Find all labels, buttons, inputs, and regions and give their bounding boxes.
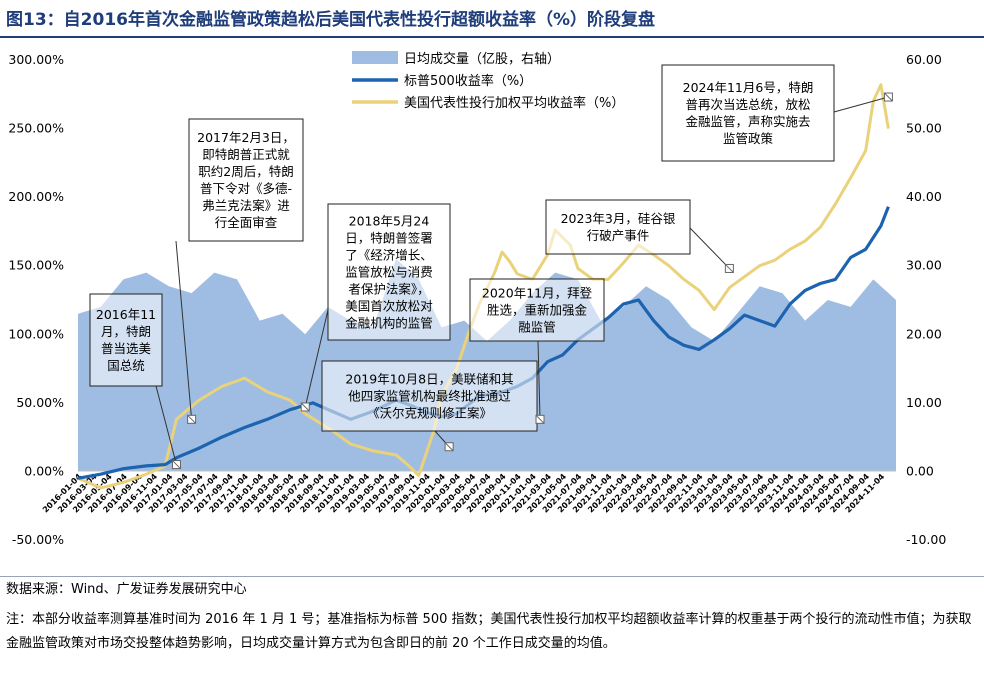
title-divider <box>0 36 984 38</box>
annotation-box <box>327 203 451 341</box>
annotation-marker-cross <box>187 414 196 424</box>
legend-ib-label: 美国代表性投行加权平均收益率（%） <box>404 95 624 111</box>
annotation-text: 弗兰克法案》进 <box>202 198 290 213</box>
annotation-leader <box>304 309 329 408</box>
right-axis-tick: 0.00 <box>906 463 934 478</box>
annotation-box <box>545 199 691 255</box>
annotation-text: 者保护法案》， <box>348 282 429 297</box>
annotation-marker-cross <box>535 414 545 424</box>
left-axis-tick: 200.00% <box>8 189 64 204</box>
right-axis-tick: 50.00 <box>906 121 942 136</box>
right-axis-tick: 30.00 <box>906 258 942 273</box>
left-axis-tick: 250.00% <box>8 121 64 136</box>
annotation-box <box>661 64 835 162</box>
left-axis-tick: -50.00% <box>12 532 64 547</box>
annotation-box <box>188 118 304 242</box>
annotation-text: 他四家监管机构最终批准通过 <box>348 389 511 404</box>
annotation-leader <box>689 227 730 269</box>
annotation-text: 国总统 <box>107 358 145 373</box>
annotation-text: 职约2周后，特朗 <box>198 164 293 179</box>
annotation-text: 2018年5月24 <box>349 214 430 229</box>
right-axis-tick: 60.00 <box>906 52 942 67</box>
right-axis-tick: 40.00 <box>906 189 942 204</box>
left-axis-tick: 50.00% <box>16 395 64 410</box>
annotation-text: 《沃尔克规则修正案》 <box>367 406 492 421</box>
annotation-text: 2019年10月8日，美联储和其 <box>345 372 513 387</box>
annotation-text: 了《经济增长、 <box>345 248 433 263</box>
annotation-marker-cross <box>725 264 734 273</box>
annotation-text: 2016年11 <box>96 307 156 322</box>
right-axis-tick: 20.00 <box>906 326 942 341</box>
title-bar: 图13：自2016年首次金融监管政策趋松后美国代表性投行超额收益率（%）阶段复盘 <box>0 0 984 36</box>
legend-sp500-label: 标普500收益率（%） <box>404 73 532 89</box>
annotation-text: 普下令对《多德- <box>200 181 292 196</box>
annotation-text: 2020年11月，拜登 <box>482 286 593 301</box>
source-note: 数据来源：Wind、广发证券发展研究中心 <box>6 582 247 597</box>
sp500-return-line <box>77 206 890 480</box>
left-axis-tick: 300.00% <box>8 52 64 67</box>
annotation-text: 2017年2月3日， <box>197 130 295 145</box>
annotation-text: 2023年3月，硅谷银 <box>561 211 676 226</box>
footer-divider <box>0 576 984 577</box>
annotation-text: 金融监管，声称实施去 <box>685 114 810 129</box>
annotation-marker-cross <box>444 442 454 452</box>
annotation-leader <box>833 96 889 113</box>
chart-title: 图13：自2016年首次金融监管政策趋松后美国代表性投行超额收益率（%）阶段复盘 <box>6 10 656 30</box>
annotation-leader <box>537 340 541 420</box>
footnote: 注：本部分收益率测算基准时间为 2016 年 1 月 1 号；基准指标为标普 5… <box>6 612 972 651</box>
left-axis-tick: 150.00% <box>8 258 64 273</box>
annotation-marker-cross <box>172 460 181 469</box>
annotation-text: 行全面审查 <box>215 215 278 230</box>
annotation-text: 普再次当选总统，放松 <box>685 97 810 112</box>
annotation-text: 月，特朗 <box>101 324 151 339</box>
annotation-box <box>469 278 605 342</box>
annotation-marker-cross <box>884 92 893 102</box>
annotation-text: 监管放松与消费 <box>345 265 433 280</box>
legend-volume-swatch <box>352 51 398 64</box>
annotation-text: 即特朗普正式就 <box>202 147 290 162</box>
annotation-leader <box>175 240 193 420</box>
annotation-text: 胜选，重新加强金 <box>487 303 588 318</box>
left-axis-tick: 0.00% <box>24 463 64 478</box>
annotation-text: 普当选美 <box>101 341 151 356</box>
annotation-text: 美国首次放松对 <box>345 299 433 314</box>
legend-volume-label: 日均成交量（亿股，右轴） <box>404 51 560 67</box>
annotation-text: 行破产事件 <box>587 228 650 243</box>
annotation-text: 融监管 <box>518 320 556 335</box>
annotation-text: 金融机构的监管 <box>345 316 433 331</box>
ib-return-line <box>77 83 890 490</box>
annotation-text: 监管政策 <box>723 131 774 146</box>
annotation-box <box>321 360 538 432</box>
annotation-leader <box>155 385 177 465</box>
annotation-text: 2024年11月6号，特朗 <box>683 80 814 95</box>
annotation-text: 日，特朗普签署 <box>345 231 433 246</box>
right-axis-tick: -10.00 <box>906 532 946 547</box>
right-axis-tick: 10.00 <box>906 395 942 410</box>
annotation-box <box>89 293 163 387</box>
left-axis-tick: 100.00% <box>8 326 64 341</box>
chart-canvas: 300.00% 250.00% 200.00% 150.00% 100.00% 50.00… <box>8 51 946 547</box>
annotation-marker-cross <box>300 402 310 412</box>
